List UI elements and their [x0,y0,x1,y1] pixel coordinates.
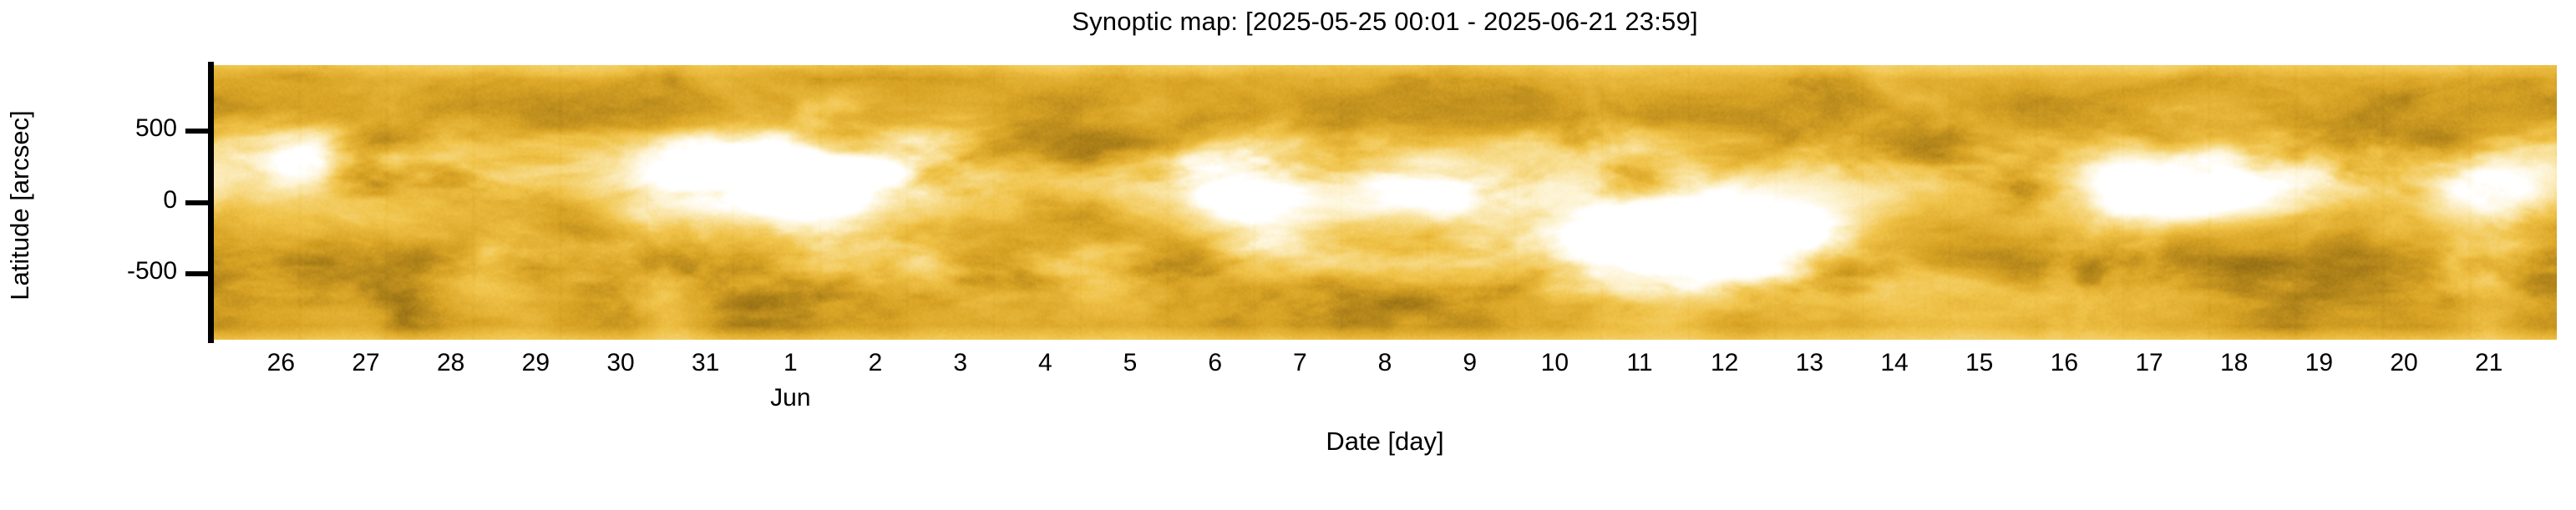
x-tick-label: 26 [266,349,296,376]
y-axis-spine [208,62,214,343]
x-tick-label: 2 [868,349,883,376]
x-tick-label: 15 [1965,349,1994,376]
x-tick-label: 10 [1540,349,1569,376]
y-axis-label: Latitude [arcsec] [5,110,34,300]
x-tick-label: 8 [1377,349,1392,376]
x-axis-label: Date [day] [1326,427,1444,456]
x-tick-label: 30 [606,349,635,376]
page-title: Synoptic map: [2025-05-25 00:01 - 2025-0… [1072,7,1698,36]
y-tick-mark [185,128,209,134]
x-tick-label: 20 [2390,349,2418,376]
x-tick-label: 29 [521,349,550,376]
x-tick-label: 5 [1123,349,1138,376]
x-tick-label: 11 [1626,349,1653,376]
x-tick-label: 21 [2474,349,2503,376]
x-tick-label: 13 [1795,349,1824,376]
x-tick-label: 6 [1208,349,1222,376]
y-tick-label: -500 [126,257,177,285]
x-tick-label: 16 [2050,349,2079,376]
x-tick-minor-label: Jun [770,384,811,412]
x-tick-label: 4 [1037,349,1052,376]
y-tick-mark [185,271,209,277]
y-tick-label: 0 [163,185,177,214]
x-tick-label: 1 [783,349,798,376]
y-tick-mark [185,199,209,205]
x-tick-label: 27 [352,349,380,376]
x-tick-label: 28 [436,349,465,376]
x-tick-label: 31 [691,349,720,376]
x-tick-label: 18 [2219,349,2249,376]
solar-synoptic-image [213,65,2557,340]
x-tick-label: 19 [2305,349,2334,376]
solar-heatmap-canvas [213,65,2557,340]
x-tick-label: 3 [953,349,967,376]
x-tick-label: 7 [1292,349,1307,376]
x-tick-label: 14 [1880,349,1909,376]
y-tick-label: 500 [134,114,177,142]
x-tick-label: 12 [1710,349,1739,376]
x-tick-label: 17 [2135,349,2163,376]
x-tick-label: 9 [1463,349,1477,376]
